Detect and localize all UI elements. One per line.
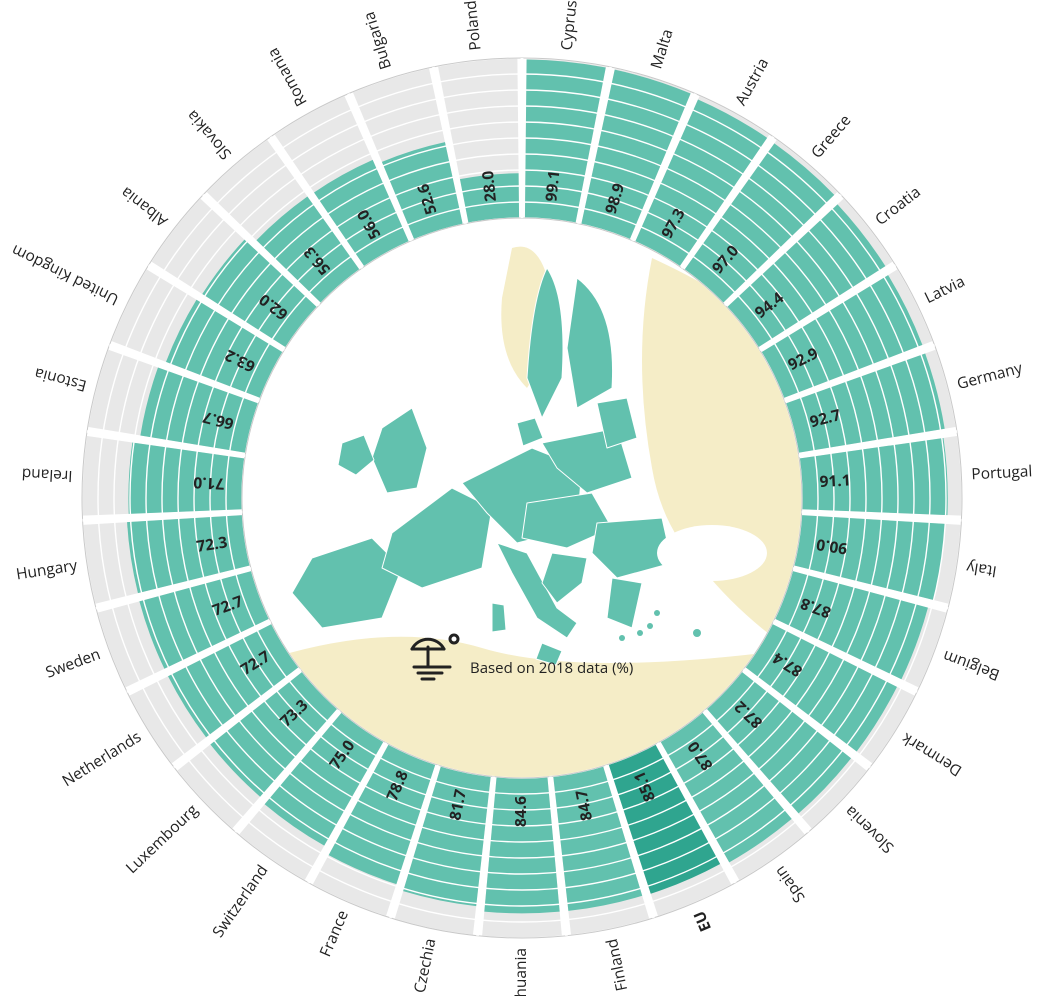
country-label: Belgium (940, 646, 1003, 687)
country-label: Slovenia (839, 801, 898, 858)
country-label: Luxembourg (120, 798, 202, 878)
value-label: 99.1 (539, 169, 564, 202)
country-label: Ireland (21, 464, 73, 489)
country-label: Netherlands (57, 725, 144, 791)
caption-text: Based on 2018 data (%) (470, 658, 633, 678)
country-label: Austria (729, 54, 773, 109)
country-label: Lithuania (509, 948, 531, 996)
radial-bar-chart: Based on 2018 data (%)99.198.997.397.094… (0, 0, 1044, 996)
country-label: Spain (769, 862, 810, 907)
country-label: Portugal (971, 459, 1033, 484)
country-label: Bulgaria (357, 9, 396, 72)
country-label: France (314, 906, 353, 959)
country-label: United Kingdom (7, 240, 122, 311)
value-label: 84.6 (509, 796, 531, 827)
country-label: Germany (954, 356, 1024, 394)
country-label: Croatia (870, 180, 925, 229)
country-label: Romania (261, 44, 311, 111)
country-label: Denmark (896, 728, 965, 783)
country-label: Malta (644, 26, 677, 71)
country-label: Czechia (408, 936, 441, 995)
country-label: Switzerland (207, 860, 273, 941)
country-label: EU (688, 908, 716, 935)
country-label: Sweden (42, 642, 103, 682)
value-label: 28.0 (476, 170, 501, 203)
europe-map (242, 218, 802, 778)
value-label: 90.0 (814, 534, 848, 560)
country-label: Slovakia (181, 106, 236, 165)
country-label: Latvia (920, 270, 968, 308)
country-label: Greece (805, 109, 855, 162)
country-label: Estonia (32, 363, 89, 398)
country-label: Italy (965, 557, 998, 583)
country-label: Poland (459, 0, 486, 52)
value-label: 72.3 (195, 530, 229, 556)
value-label: 91.1 (819, 468, 851, 492)
value-label: 71.0 (193, 472, 225, 496)
country-label: Cyprus (555, 0, 582, 51)
country-label: Albania (116, 182, 172, 232)
country-label: Hungary (14, 553, 78, 584)
country-label: Finland (600, 937, 632, 993)
